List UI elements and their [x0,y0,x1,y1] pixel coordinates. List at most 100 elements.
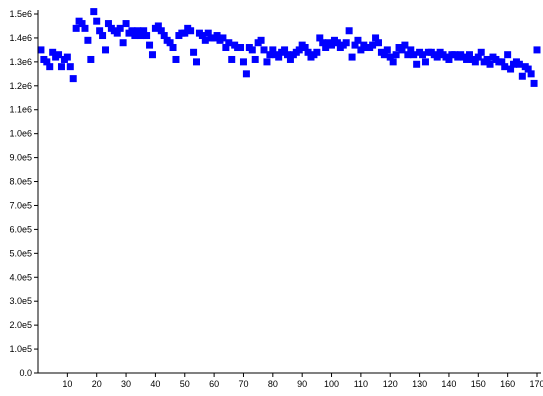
data-point [357,46,365,54]
data-point [201,36,209,44]
data-point [140,27,148,35]
data-point [81,24,89,32]
y-tick-label: 3.0e5 [9,296,32,306]
data-point [160,32,168,40]
data-point [413,60,421,68]
x-tick-label: 10 [62,379,72,389]
data-point [228,55,236,63]
y-tick-label: 7.0e5 [9,200,32,210]
data-point [477,48,485,56]
data-point [113,29,121,37]
data-point [87,55,95,63]
x-tick-label: 120 [383,379,398,389]
data-point [198,32,206,40]
data-point [421,58,429,66]
data-point [90,8,98,16]
y-tick-label: 1.1e6 [9,105,32,115]
data-point [333,39,341,47]
data-point [78,20,86,28]
data-point [313,48,321,56]
data-point [84,36,92,44]
data-point [527,70,535,78]
data-point [286,55,294,63]
data-point [260,46,268,54]
data-point [304,48,312,56]
data-point [465,51,473,59]
data-point [239,58,247,66]
data-point [187,27,195,35]
data-point [486,60,494,68]
data-point [99,32,107,40]
data-point [102,46,110,54]
y-tick-label: 1.2e6 [9,81,32,91]
data-point [471,58,479,66]
data-point [398,46,406,54]
data-point [392,51,400,59]
data-point [237,44,245,52]
data-point [445,55,453,63]
data-point [166,39,174,47]
data-point [463,55,471,63]
data-point [66,63,74,71]
data-point [498,58,506,66]
data-point [386,53,394,61]
data-point [501,63,509,71]
data-point [96,27,104,35]
x-tick-label: 40 [150,379,160,389]
data-point [242,70,250,78]
y-tick-label: 9.0e5 [9,153,32,163]
data-point [72,24,80,32]
y-tick-label: 6.0e5 [9,224,32,234]
data-point [46,63,54,71]
data-point [222,44,230,52]
data-point [316,34,324,42]
data-point [37,46,45,54]
data-point [530,79,538,87]
data-point [507,65,515,73]
x-tick-label: 70 [238,379,248,389]
y-tick-label: 1.5e6 [9,9,32,19]
data-point [63,53,71,61]
data-point [137,32,145,40]
data-point [354,36,362,44]
data-point [342,39,350,47]
data-point [524,65,532,73]
data-point [407,46,415,54]
data-point [401,41,409,49]
data-point [193,58,201,66]
data-point [213,32,221,40]
x-tick-label: 130 [412,379,427,389]
data-point [518,72,526,80]
y-tick-label: 1.0e6 [9,129,32,139]
data-point [284,51,291,59]
y-tick-label: 4.0e5 [9,272,32,282]
y-tick-label: 1.4e6 [9,33,32,43]
x-tick-label: 60 [209,379,219,389]
data-point [266,51,274,59]
data-point [181,29,189,37]
x-tick-label: 90 [297,379,307,389]
data-point [351,41,359,49]
x-tick-label: 100 [324,379,339,389]
y-tick-label: 0.0 [19,368,32,378]
data-point [483,55,491,63]
data-point [389,58,397,66]
data-point [248,46,256,54]
data-point [263,58,271,66]
data-point [143,32,151,40]
data-point [515,60,523,68]
data-markers [37,8,541,87]
data-point [328,41,336,49]
data-point [348,53,356,61]
data-point [93,17,101,25]
data-point [257,36,265,44]
data-point [419,51,427,59]
data-point [281,46,289,54]
data-point [275,53,283,61]
y-tick-label: 8.0e5 [9,177,32,187]
data-point [134,27,142,35]
data-point [131,32,139,40]
data-point [251,55,259,63]
